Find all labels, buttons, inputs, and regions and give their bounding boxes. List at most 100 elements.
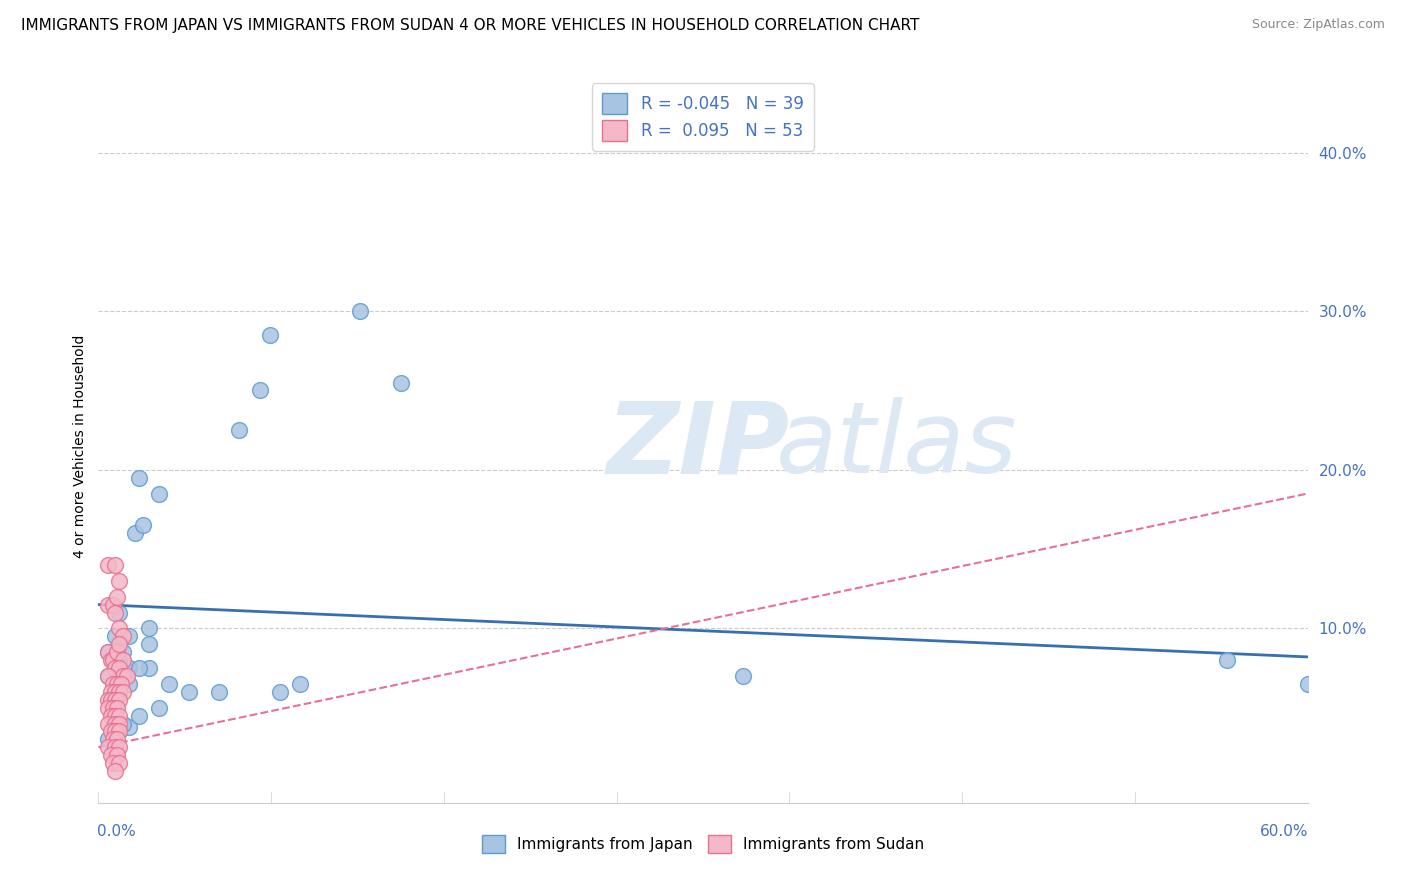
Point <box>107 740 129 755</box>
Point <box>148 700 170 714</box>
Point <box>103 661 125 675</box>
Point <box>103 716 125 731</box>
Text: IMMIGRANTS FROM JAPAN VS IMMIGRANTS FROM SUDAN 4 OR MORE VEHICLES IN HOUSEHOLD C: IMMIGRANTS FROM JAPAN VS IMMIGRANTS FROM… <box>21 18 920 33</box>
Point <box>118 677 141 691</box>
Point <box>128 471 150 485</box>
Point <box>111 653 134 667</box>
Point <box>103 692 125 706</box>
Point <box>111 669 134 683</box>
Point <box>97 669 120 683</box>
Point <box>148 486 170 500</box>
Point <box>103 724 125 739</box>
Point <box>179 685 201 699</box>
Point <box>107 756 129 771</box>
Point <box>128 661 150 675</box>
Point <box>228 423 250 437</box>
Point <box>105 645 128 659</box>
Point <box>118 720 141 734</box>
Point <box>97 716 120 731</box>
Point <box>101 677 124 691</box>
Text: 0.0%: 0.0% <box>97 824 136 839</box>
Point <box>103 558 125 572</box>
Point <box>111 716 134 731</box>
Point <box>107 669 129 683</box>
Point <box>349 304 371 318</box>
Point <box>103 708 125 723</box>
Point <box>100 724 122 739</box>
Point <box>118 629 141 643</box>
Point <box>100 653 122 667</box>
Point <box>269 685 291 699</box>
Point <box>107 716 129 731</box>
Point <box>100 708 122 723</box>
Point <box>97 645 120 659</box>
Point <box>107 661 129 675</box>
Point <box>107 653 129 667</box>
Text: ZIP: ZIP <box>606 398 789 494</box>
Point <box>138 661 160 675</box>
Point <box>111 629 134 643</box>
Point <box>115 669 138 683</box>
Point <box>100 692 122 706</box>
Point <box>107 724 129 739</box>
Point <box>288 677 311 691</box>
Point <box>101 756 124 771</box>
Y-axis label: 4 or more Vehicles in Household: 4 or more Vehicles in Household <box>73 334 87 558</box>
Point <box>118 661 141 675</box>
Point <box>97 732 120 747</box>
Point <box>97 740 120 755</box>
Legend: Immigrants from Japan, Immigrants from Sudan: Immigrants from Japan, Immigrants from S… <box>475 829 931 859</box>
Point <box>105 677 128 691</box>
Point <box>111 685 134 699</box>
Point <box>105 700 128 714</box>
Point <box>107 708 129 723</box>
Point <box>1216 653 1239 667</box>
Point <box>105 732 128 747</box>
Point <box>97 558 120 572</box>
Point <box>97 669 120 683</box>
Point <box>110 677 132 691</box>
Point <box>101 700 124 714</box>
Point <box>389 376 412 390</box>
Text: 60.0%: 60.0% <box>1260 824 1309 839</box>
Point <box>107 685 129 699</box>
Point <box>128 708 150 723</box>
Point <box>103 716 125 731</box>
Point <box>107 606 129 620</box>
Point <box>101 653 124 667</box>
Point <box>259 328 281 343</box>
Point <box>103 653 125 667</box>
Point <box>103 740 125 755</box>
Point <box>107 621 129 635</box>
Point <box>100 748 122 763</box>
Point <box>97 598 120 612</box>
Point <box>105 590 128 604</box>
Point <box>107 574 129 588</box>
Point <box>124 526 146 541</box>
Point <box>97 700 120 714</box>
Point <box>107 724 129 739</box>
Point <box>103 764 125 778</box>
Point <box>107 637 129 651</box>
Point <box>97 692 120 706</box>
Point <box>103 685 125 699</box>
Point <box>97 645 120 659</box>
Point <box>138 637 160 651</box>
Point <box>733 669 755 683</box>
Point <box>101 598 124 612</box>
Point <box>105 748 128 763</box>
Point <box>138 621 160 635</box>
Text: Source: ZipAtlas.com: Source: ZipAtlas.com <box>1251 18 1385 31</box>
Point <box>111 645 134 659</box>
Point <box>249 384 271 398</box>
Point <box>157 677 180 691</box>
Point <box>103 629 125 643</box>
Point <box>107 692 129 706</box>
Point <box>1296 677 1319 691</box>
Point <box>132 518 155 533</box>
Point <box>208 685 231 699</box>
Point <box>103 606 125 620</box>
Point <box>101 732 124 747</box>
Point <box>100 685 122 699</box>
Text: atlas: atlas <box>776 398 1017 494</box>
